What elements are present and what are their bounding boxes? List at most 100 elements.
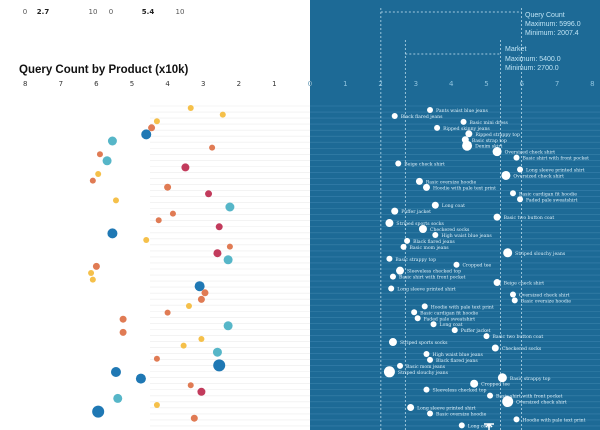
right-point-label: Basic mom jeans: [406, 364, 446, 370]
right-point: [427, 107, 434, 113]
right-point-label: Striped sports socks: [396, 221, 444, 227]
right-point: [404, 237, 411, 244]
right-panel-bg: [310, 0, 600, 430]
right-point: [427, 410, 434, 417]
right-point: [503, 248, 513, 258]
right-point-label: Basic cardigan fit hoodie: [519, 191, 577, 197]
right-point-label: Ripped strappy top: [475, 132, 520, 138]
right-point: [427, 356, 434, 363]
left-point: [141, 129, 152, 140]
left-point: [119, 328, 127, 336]
right-point-label: Puffer jacket: [461, 328, 491, 334]
top-scale-label-1: 2.7: [37, 8, 50, 16]
right-point: [487, 392, 494, 399]
right-point-label: Pants waist blue jeans: [436, 108, 488, 114]
right-point: [517, 196, 524, 203]
left-point: [226, 243, 233, 250]
left-tick-label: 2: [237, 80, 241, 88]
left-point: [110, 367, 121, 377]
right-point-label: Striped sports socks: [400, 340, 448, 346]
left-point: [205, 190, 213, 198]
right-point: [458, 422, 465, 429]
left-point: [96, 151, 103, 158]
right-point-label: Basic shirt with front pocket: [523, 156, 590, 162]
right-point: [453, 261, 460, 268]
left-point: [187, 382, 194, 389]
left-point: [194, 281, 205, 292]
right-tick-label: 1: [343, 80, 347, 88]
left-point: [89, 276, 96, 283]
right-point-label: Ripped skinny jeans: [443, 126, 490, 132]
right-point-label: Black flared jeans: [401, 114, 443, 120]
right-point: [415, 177, 423, 185]
right-point-label: Cropped tee: [481, 382, 510, 388]
right-point: [430, 321, 437, 328]
chart-title: Query Count by Product (x10k): [19, 64, 189, 76]
right-point-label: Long coat: [442, 203, 465, 209]
top-scale-label-3: 0: [109, 8, 113, 16]
right-point-label: Denim skirt: [475, 144, 502, 150]
right-point-label: Long sleeve printed shirt: [417, 406, 476, 412]
left-point: [89, 177, 96, 184]
right-point-label: Black flared jeans: [436, 358, 478, 364]
right-point: [386, 255, 393, 262]
market-max-label: Maximum: 5400.0: [505, 56, 561, 63]
right-point-label: Basic strappy top: [395, 257, 436, 263]
left-point: [119, 315, 127, 323]
left-point: [225, 202, 235, 212]
right-point: [391, 112, 398, 119]
left-point: [164, 309, 171, 316]
left-point: [198, 336, 205, 342]
left-point: [197, 295, 205, 303]
right-point: [483, 333, 490, 340]
left-tick-label: 8: [23, 80, 27, 88]
right-point: [493, 213, 501, 221]
left-tick-label: 0: [308, 80, 312, 88]
left-point: [107, 136, 117, 146]
right-point: [431, 201, 439, 209]
right-point: [397, 362, 404, 369]
left-point: [148, 124, 156, 132]
right-point-label: Long coat: [440, 322, 463, 328]
top-scale: 0 2.7 10 0 5.4 10: [23, 8, 185, 16]
left-tick-label: 6: [94, 80, 99, 88]
right-point: [517, 166, 524, 173]
right-point: [388, 338, 397, 347]
right-point: [460, 118, 467, 125]
right-point: [407, 404, 415, 411]
right-tick-label: 5: [484, 80, 488, 88]
right-point: [422, 183, 430, 191]
left-point: [153, 402, 160, 408]
left-point: [143, 237, 150, 243]
right-point: [513, 154, 520, 161]
right-point-label: Basic two button coat: [493, 334, 544, 340]
left-point: [135, 373, 146, 384]
top-scale-label-4: 5.4: [142, 8, 155, 16]
left-point: [213, 359, 226, 372]
right-point: [493, 279, 501, 287]
left-point: [219, 111, 226, 118]
left-point: [113, 393, 123, 403]
left-point: [155, 217, 162, 224]
right-point: [414, 315, 421, 322]
left-point: [181, 163, 190, 172]
right-point-label: Sleeveless checked top: [407, 269, 461, 275]
right-point: [501, 170, 511, 180]
right-point-label: Hoodie with pale text print: [433, 185, 496, 191]
right-point-label: Beige check shirt: [404, 162, 445, 168]
right-point-label: Basic mom jeans: [410, 245, 450, 251]
right-point: [421, 303, 428, 310]
right-point: [462, 140, 473, 151]
query-count-label: Query Count: [525, 12, 565, 19]
left-point: [190, 414, 198, 422]
left-point: [223, 321, 233, 331]
left-point: [88, 270, 95, 276]
right-point-label: Long sleeve printed shirt: [397, 287, 456, 293]
right-point: [492, 147, 502, 157]
query-count-annotation: Query Count Maximum: 5996.0 Minimum: 200…: [525, 12, 581, 37]
left-point: [215, 223, 223, 231]
right-point: [434, 124, 441, 131]
left-tick-label: 1: [272, 80, 276, 88]
right-point-label: Basic oversize hoodie: [436, 411, 487, 417]
right-point: [497, 373, 507, 383]
